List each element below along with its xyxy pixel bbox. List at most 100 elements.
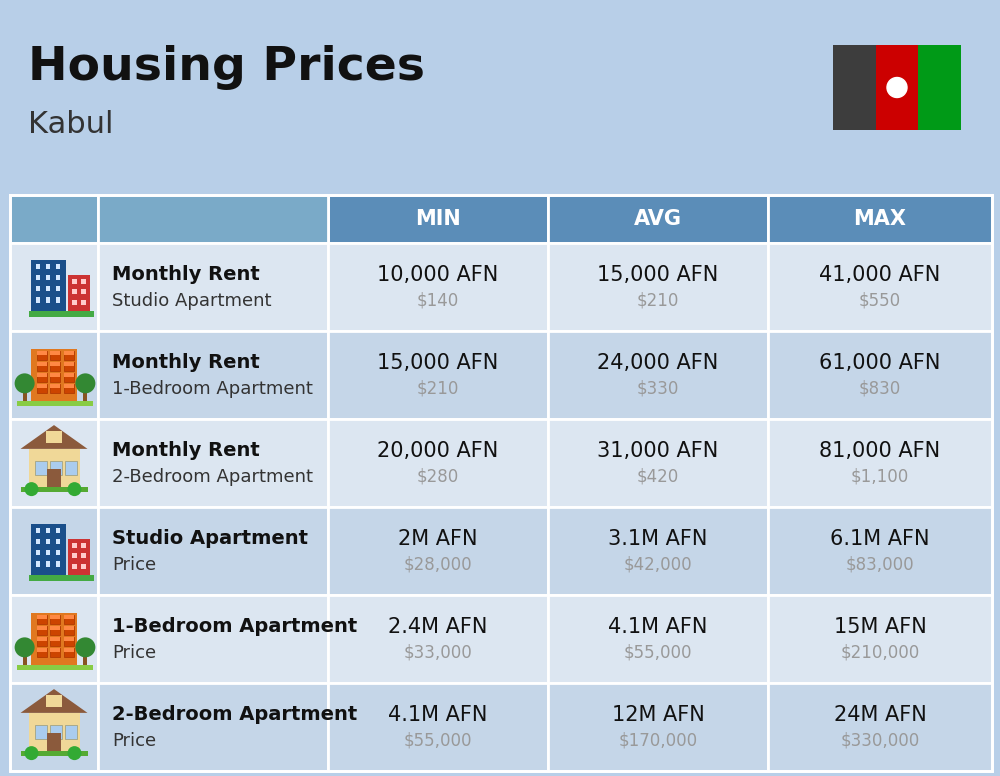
- Text: 10,000 AFN: 10,000 AFN: [377, 265, 499, 285]
- Text: Housing Prices: Housing Prices: [28, 45, 425, 90]
- Bar: [10, 243, 98, 331]
- Bar: [328, 243, 548, 331]
- Bar: [47, 733, 61, 751]
- Bar: [50, 637, 60, 646]
- Bar: [768, 331, 992, 419]
- Bar: [37, 352, 47, 355]
- Bar: [46, 297, 50, 303]
- Polygon shape: [20, 425, 88, 449]
- Bar: [37, 637, 47, 646]
- Bar: [768, 195, 992, 243]
- Bar: [50, 373, 60, 377]
- Bar: [72, 543, 77, 548]
- Bar: [64, 626, 74, 630]
- Bar: [46, 695, 62, 707]
- Bar: [98, 195, 328, 243]
- Bar: [768, 243, 992, 331]
- Text: Price: Price: [112, 644, 156, 662]
- Text: Studio Apartment: Studio Apartment: [112, 529, 308, 549]
- Bar: [28, 713, 80, 751]
- Text: 4.1M AFN: 4.1M AFN: [608, 617, 708, 637]
- Bar: [31, 524, 66, 574]
- Text: $550: $550: [859, 292, 901, 310]
- Bar: [768, 683, 992, 771]
- Bar: [98, 331, 328, 419]
- Bar: [328, 683, 548, 771]
- Bar: [17, 401, 93, 407]
- Bar: [64, 352, 74, 360]
- Bar: [46, 431, 62, 443]
- Bar: [768, 595, 992, 683]
- Bar: [50, 384, 60, 388]
- Bar: [81, 553, 86, 558]
- Text: $55,000: $55,000: [404, 732, 472, 750]
- Bar: [64, 615, 74, 624]
- Text: Price: Price: [112, 732, 156, 750]
- Bar: [50, 373, 60, 383]
- Text: $140: $140: [417, 292, 459, 310]
- Bar: [548, 507, 768, 595]
- Bar: [64, 352, 74, 355]
- Bar: [37, 649, 47, 657]
- Bar: [34, 461, 46, 475]
- Text: Monthly Rent: Monthly Rent: [112, 354, 260, 372]
- Bar: [98, 507, 328, 595]
- Bar: [29, 574, 94, 580]
- Bar: [65, 725, 77, 739]
- Bar: [50, 384, 60, 393]
- Text: 2-Bedroom Apartment: 2-Bedroom Apartment: [112, 705, 357, 725]
- Bar: [28, 449, 80, 487]
- Bar: [56, 275, 60, 280]
- Bar: [37, 626, 47, 636]
- Bar: [72, 553, 77, 558]
- Bar: [98, 595, 328, 683]
- Bar: [64, 362, 74, 366]
- Text: Studio Apartment: Studio Apartment: [112, 292, 272, 310]
- Bar: [768, 419, 992, 507]
- Text: 4.1M AFN: 4.1M AFN: [388, 705, 488, 725]
- Text: 2M AFN: 2M AFN: [398, 529, 478, 549]
- Text: Monthly Rent: Monthly Rent: [112, 265, 260, 285]
- Bar: [36, 539, 40, 545]
- Bar: [50, 615, 60, 624]
- Text: 15M AFN: 15M AFN: [834, 617, 926, 637]
- Text: Monthly Rent: Monthly Rent: [112, 442, 260, 460]
- Bar: [918, 45, 961, 130]
- Bar: [50, 626, 60, 636]
- Text: 2-Bedroom Apartment: 2-Bedroom Apartment: [112, 468, 313, 486]
- Text: Kabul: Kabul: [28, 110, 114, 139]
- Bar: [50, 352, 60, 360]
- Bar: [64, 637, 74, 646]
- Bar: [23, 653, 27, 665]
- Bar: [64, 384, 74, 388]
- Bar: [83, 390, 87, 401]
- Bar: [328, 331, 548, 419]
- Bar: [548, 331, 768, 419]
- Bar: [56, 561, 60, 566]
- Bar: [50, 649, 60, 653]
- Bar: [81, 279, 86, 284]
- Text: 15,000 AFN: 15,000 AFN: [597, 265, 719, 285]
- Bar: [328, 419, 548, 507]
- Bar: [36, 297, 40, 303]
- Bar: [98, 243, 328, 331]
- Circle shape: [15, 637, 35, 657]
- Text: $280: $280: [417, 468, 459, 486]
- Bar: [37, 373, 47, 377]
- Bar: [98, 195, 328, 243]
- Bar: [17, 665, 93, 670]
- Text: 2.4M AFN: 2.4M AFN: [388, 617, 488, 637]
- Bar: [768, 507, 992, 595]
- Bar: [37, 352, 47, 360]
- Bar: [64, 373, 74, 377]
- Text: $83,000: $83,000: [846, 556, 914, 574]
- Bar: [876, 45, 918, 130]
- Circle shape: [15, 373, 35, 393]
- Bar: [50, 626, 60, 630]
- Circle shape: [75, 373, 95, 393]
- Bar: [46, 275, 50, 280]
- Bar: [328, 595, 548, 683]
- Bar: [548, 195, 768, 243]
- Circle shape: [887, 78, 907, 98]
- Bar: [36, 528, 40, 533]
